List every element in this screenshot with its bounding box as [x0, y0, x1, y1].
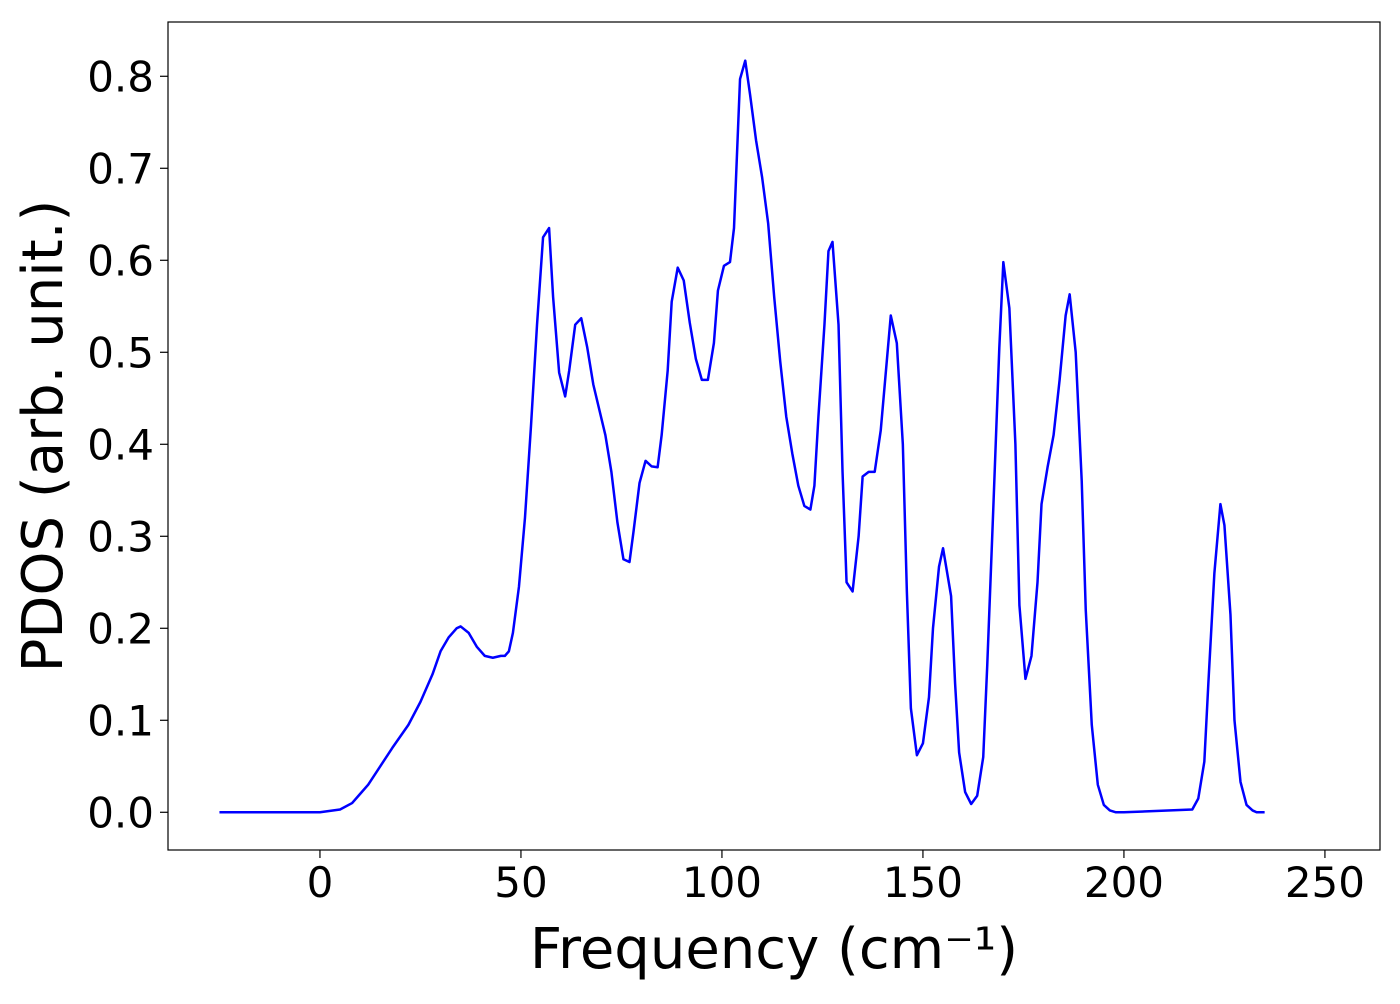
- y-tick-label: 0.4: [87, 420, 154, 469]
- y-tick-label: 0.2: [87, 604, 154, 653]
- x-tick-label: 0: [307, 858, 334, 907]
- y-tick-label: 0.3: [87, 512, 154, 561]
- x-axis-label: Frequency (cm⁻¹): [530, 917, 1018, 982]
- x-tick-label: 50: [494, 858, 547, 907]
- y-tick-label: 0.5: [87, 328, 154, 377]
- plot-frame: [167, 21, 1381, 851]
- x-tick-label: 200: [1084, 858, 1164, 907]
- x-tick-label: 150: [883, 858, 963, 907]
- x-tick-label: 250: [1285, 858, 1365, 907]
- y-tick-label: 0.8: [87, 52, 154, 101]
- y-tick-label: 0.0: [87, 788, 154, 837]
- y-tick-label: 0.7: [87, 144, 154, 193]
- y-axis-label: PDOS (arb. unit.): [11, 200, 76, 673]
- y-tick-label: 0.6: [87, 236, 154, 285]
- data-line: [219, 59, 1265, 814]
- x-tick-label: 100: [682, 858, 762, 907]
- y-tick-label: 0.1: [87, 696, 154, 745]
